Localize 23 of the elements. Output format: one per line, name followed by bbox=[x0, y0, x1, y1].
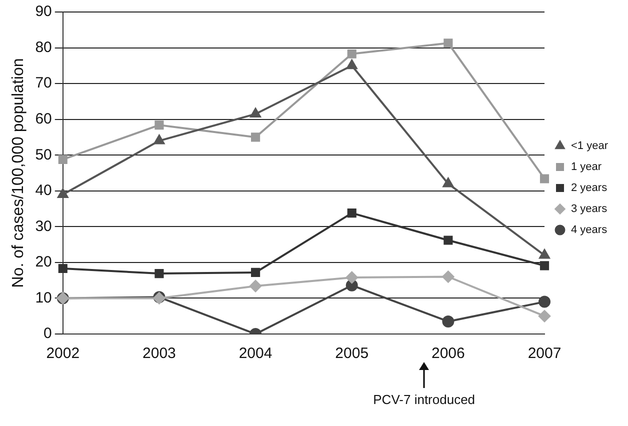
legend-label: 2 years bbox=[571, 182, 608, 194]
x-tick-label: 2004 bbox=[238, 345, 272, 362]
x-tick-label: 2007 bbox=[528, 345, 562, 362]
legend-label: 1 year bbox=[571, 161, 602, 174]
y-tick-label: 40 bbox=[35, 182, 52, 200]
x-tick-label: 2006 bbox=[431, 345, 465, 362]
y-tick-label: 60 bbox=[35, 110, 52, 128]
x-tick-label: 2003 bbox=[142, 345, 176, 362]
legend-label: 4 years bbox=[571, 224, 608, 236]
text: PCV-7 introduced bbox=[373, 392, 476, 407]
y-tick-label: 0 bbox=[44, 325, 52, 342]
y-tick-label: 10 bbox=[35, 289, 52, 306]
y-tick-label: 30 bbox=[35, 218, 52, 235]
y-tick-label: 70 bbox=[35, 74, 52, 92]
y-tick-label: 80 bbox=[35, 38, 52, 56]
y-tick-label: 20 bbox=[35, 254, 52, 271]
y-tick-label: 90 bbox=[35, 3, 52, 20]
x-tick-label: 2002 bbox=[46, 345, 80, 362]
y-tick-label: 50 bbox=[35, 146, 52, 164]
legend-label: 3 years bbox=[571, 203, 608, 216]
legend-label: <1 year bbox=[571, 140, 608, 152]
y-axis-title: No. of cases/100,000 population bbox=[10, 58, 28, 288]
x-tick-label: 2005 bbox=[335, 345, 369, 362]
